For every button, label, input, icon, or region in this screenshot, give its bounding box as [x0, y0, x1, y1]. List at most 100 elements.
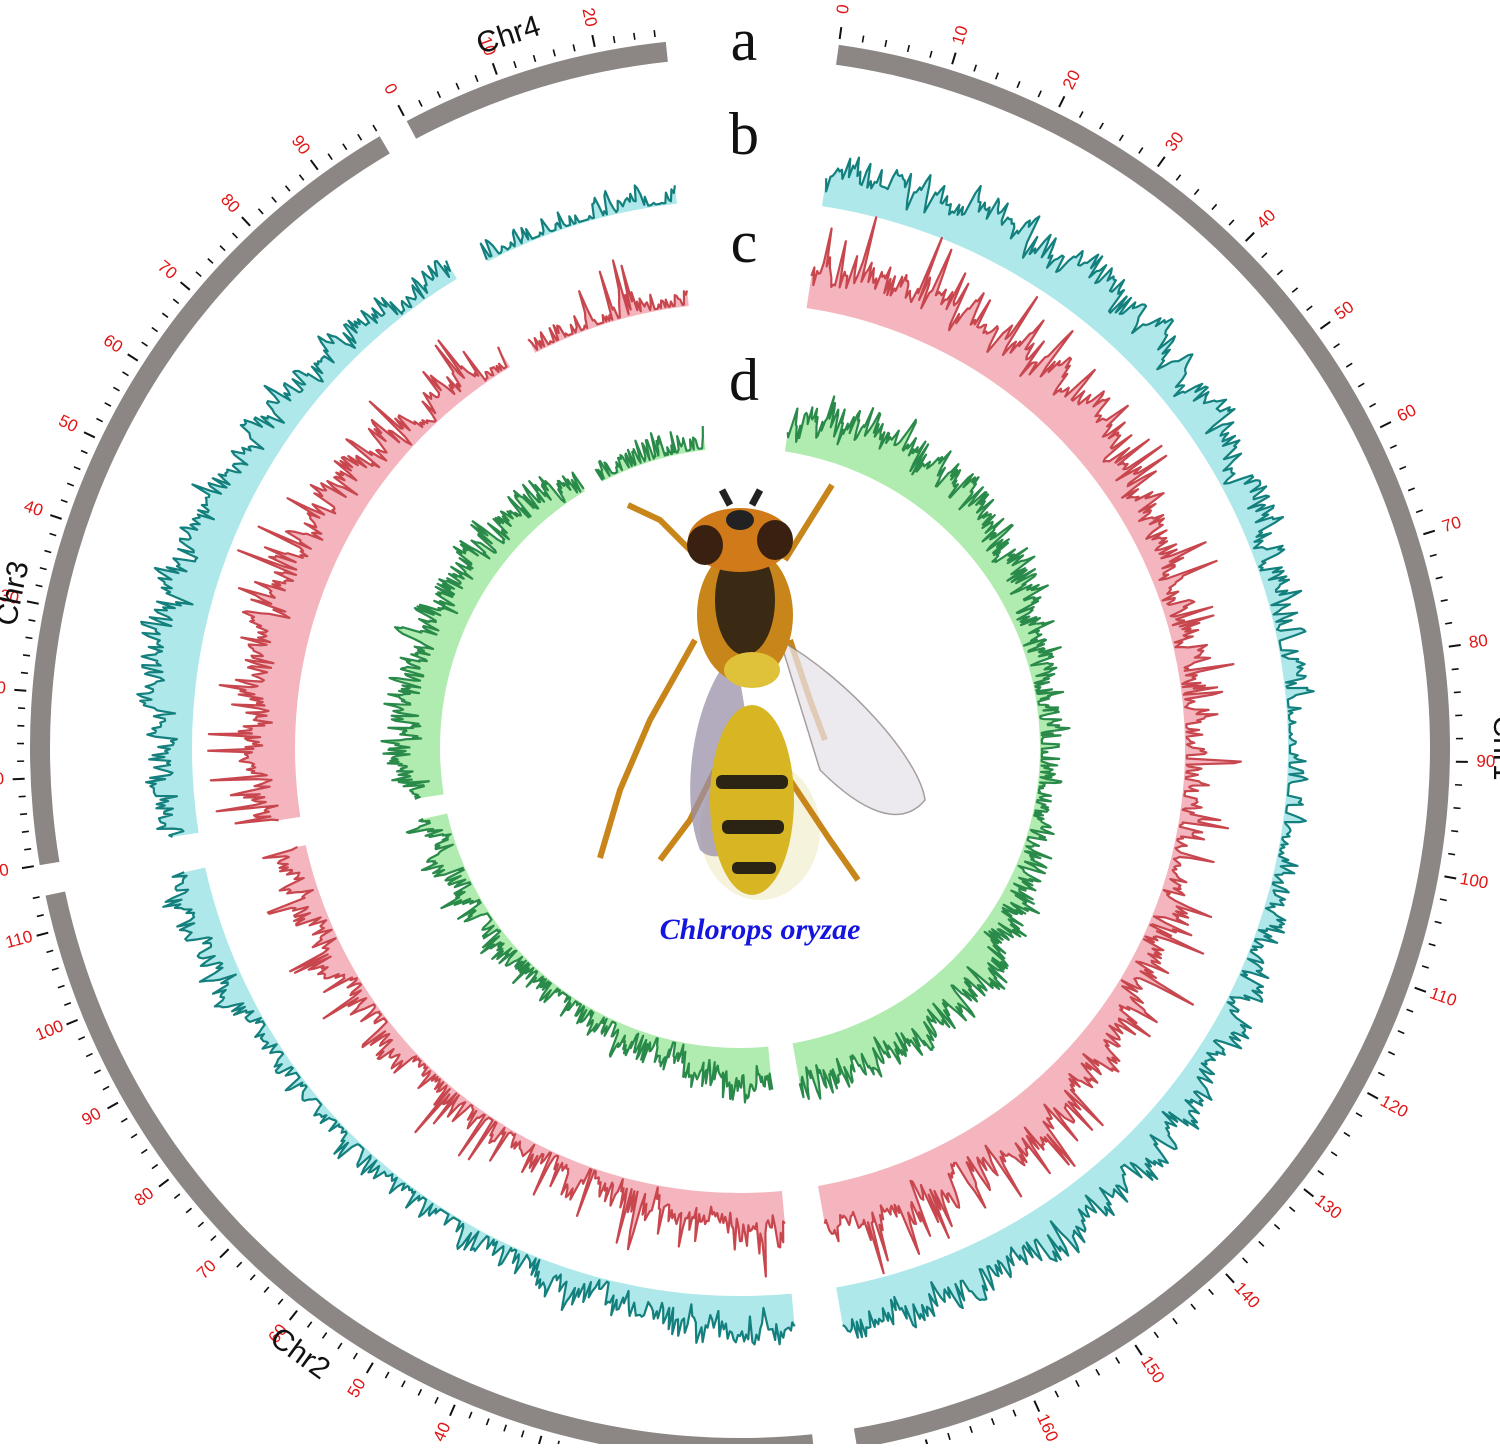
tick-mark	[173, 299, 178, 303]
tick-mark	[186, 1208, 191, 1212]
tick-mark	[1423, 531, 1434, 535]
tick-mark	[1034, 1401, 1039, 1412]
tick-mark	[198, 1222, 203, 1227]
tick-mark	[1262, 253, 1267, 258]
tick-mark	[1331, 1152, 1337, 1156]
tick-mark	[78, 1037, 84, 1040]
tick-mark	[930, 51, 932, 58]
tick-mark	[1307, 306, 1313, 310]
tick-mark	[286, 186, 290, 191]
tick-label: 40	[1253, 206, 1280, 233]
tick-label: 70	[1440, 512, 1464, 536]
tick-mark	[67, 483, 74, 486]
tick-mark	[96, 419, 102, 422]
tick-mark	[1212, 204, 1217, 209]
tick-label: 110	[3, 927, 34, 952]
tick-label: 80	[217, 190, 244, 217]
tick-mark	[272, 197, 277, 202]
tick-mark	[141, 1149, 147, 1153]
tick-mark	[514, 61, 516, 68]
tick-mark	[1367, 1093, 1378, 1099]
ideogram-chr2	[46, 891, 815, 1444]
tick-mark	[290, 1311, 297, 1320]
track-letter-a: a	[731, 7, 758, 73]
tick-mark	[108, 1103, 118, 1109]
tick-mark	[1055, 1391, 1058, 1397]
track-letter-d: d	[729, 347, 759, 413]
tick-mark	[278, 1299, 282, 1304]
tick-mark	[435, 1397, 438, 1403]
tick-mark	[504, 1425, 506, 1432]
tick-mark	[908, 45, 910, 52]
tick-mark	[37, 933, 49, 936]
tick-mark	[52, 968, 59, 970]
tick-mark	[614, 36, 615, 43]
tick-mark	[1209, 1289, 1214, 1294]
tick-mark	[1259, 1241, 1264, 1246]
tick-mark	[1451, 831, 1458, 832]
tick-mark	[1435, 921, 1442, 923]
tick-mark	[1358, 383, 1364, 387]
tick-mark	[1416, 510, 1423, 512]
tick-mark	[323, 1333, 327, 1339]
tick-label: 100	[1458, 869, 1489, 893]
tick-mark	[1116, 1357, 1120, 1363]
tick-mark	[113, 387, 119, 390]
tick-label: 60	[1394, 400, 1419, 425]
tick-mark	[486, 1419, 488, 1426]
tick-label: 0	[380, 80, 401, 97]
tick-mark	[22, 866, 34, 868]
tick-label: 20	[0, 677, 7, 697]
tick-mark	[1452, 669, 1459, 670]
tick-mark	[1139, 148, 1143, 154]
tick-mark	[522, 1431, 524, 1438]
tick-mark	[94, 1070, 100, 1073]
tick-mark	[1246, 233, 1254, 241]
tick-mark	[367, 1363, 373, 1373]
tick-mark	[1274, 1225, 1279, 1230]
tick-mark	[358, 134, 362, 140]
fly-specimen-photo	[600, 485, 925, 900]
tick-mark	[338, 1343, 342, 1349]
tick-mark	[1356, 1113, 1362, 1117]
tick-mark	[1080, 111, 1083, 117]
tick-mark	[13, 779, 25, 780]
species-name: Chlorops oryzae	[660, 913, 861, 946]
tick-mark	[1407, 1009, 1414, 1012]
tick-mark	[1429, 944, 1436, 946]
tick-mark	[553, 50, 555, 57]
tick-label: 40	[22, 496, 46, 520]
track-letter-c: c	[731, 209, 758, 275]
tick-mark	[174, 1194, 179, 1198]
tick-mark	[1013, 1410, 1016, 1416]
tick-mark	[33, 897, 40, 898]
tick-mark	[1346, 363, 1352, 367]
tick-mark	[50, 534, 57, 536]
tick-mark	[28, 620, 35, 621]
tick-mark	[14, 690, 26, 691]
tick-mark	[237, 1262, 242, 1267]
tick-label: 20	[1059, 67, 1084, 92]
tick-mark	[992, 1418, 994, 1425]
tick-mark	[1277, 270, 1282, 275]
tick-mark	[1304, 1189, 1313, 1196]
tick-mark	[862, 36, 863, 43]
tick-mark	[1400, 467, 1406, 470]
tick-mark	[1441, 600, 1448, 601]
tick-mark	[418, 1389, 421, 1395]
tick-mark	[122, 372, 128, 376]
ideogram-chr1	[836, 45, 1450, 1444]
tick-mark	[1191, 1304, 1195, 1309]
tick-label: 80	[1468, 631, 1489, 652]
tick-mark	[948, 1433, 950, 1440]
tick-mark	[974, 65, 976, 72]
tick-mark	[36, 585, 43, 587]
tick-mark	[121, 1118, 127, 1122]
tick-label: 0	[833, 3, 853, 15]
chromosome-label-chr1: Chr1	[1487, 715, 1500, 780]
chromosome-label-chr3: Chr3	[0, 558, 36, 628]
tick-mark	[233, 233, 238, 238]
tick-mark	[538, 1436, 541, 1444]
tick-label: 110	[1427, 983, 1459, 1010]
